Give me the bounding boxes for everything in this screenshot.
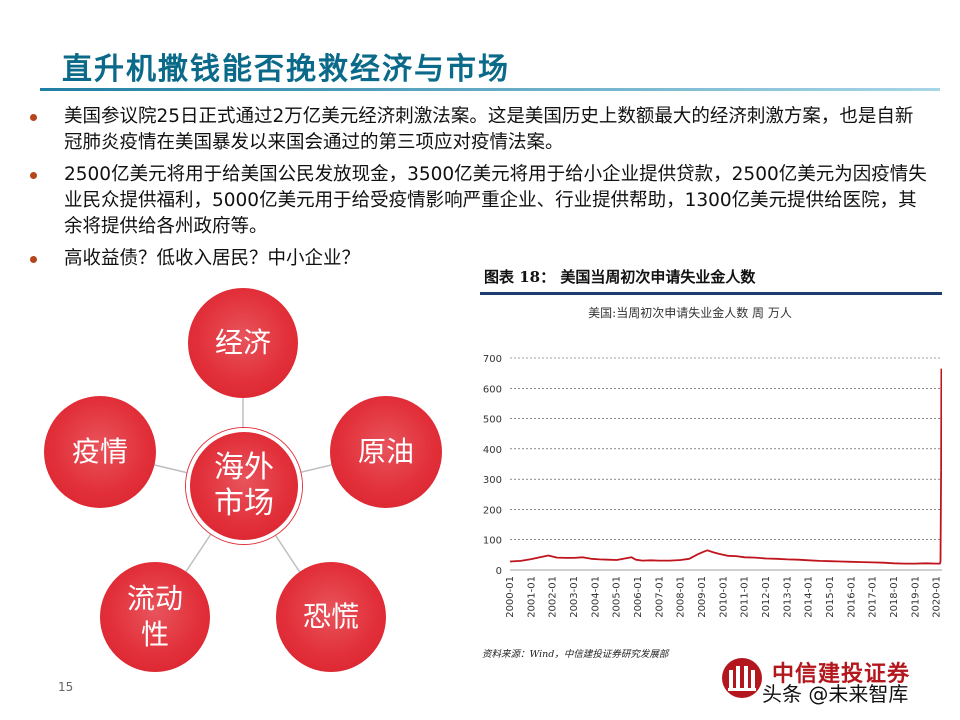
node-label: 恐慌 [302,600,359,633]
watermark-text: 头条 @未来智库 [762,682,909,706]
jobless-claims-chart: 0 100 200 300 400 500 600 700 2000-01 2001-01 2002… [483,354,942,618]
bullet-dot-icon [30,256,37,263]
chart-subtitle: 美国:当周初次申请失业金人数 周 万人 [588,306,792,320]
bullet-dot-icon [30,172,37,179]
x-tick-label: 2006-01 [633,576,644,618]
x-tick-label: 2000-01 [505,576,516,618]
x-tick-label: 2002-01 [548,576,559,618]
x-tick-label: 2004-01 [590,576,601,618]
x-tick-label: 2015-01 [825,576,836,618]
x-tick-label: 2005-01 [612,576,623,618]
x-tick-label: 2010-01 [718,576,729,618]
x-tick-label: 2016-01 [846,576,857,618]
node-epidemic: 疫情 [44,396,156,508]
x-tick-label: 2009-01 [697,576,708,618]
x-tick-label: 2017-01 [868,576,879,618]
chart-source: 资料来源：Wind，中信建投证券研究发展部 [482,649,669,660]
chart-panel: 图表 18： 美国当周初次申请失业金人数 美国:当周初次申请失业金人数 周 万人… [480,262,942,672]
y-tick-label: 500 [483,415,502,426]
company-logo: 中信建投证券 头条 @未来智库 [720,652,950,712]
x-tick-label: 2014-01 [804,576,815,618]
slide-title: 直升机撒钱能否挽救经济与市场 [62,52,510,87]
title-underline [40,88,940,91]
chart-title-rule [480,292,942,295]
bullet-item: 美国参议院25日正式通过2万亿美元经济刺激法案。这是美国历史上数额最大的经济刺激… [30,104,930,156]
y-tick-label: 400 [483,445,502,456]
y-tick-label: 0 [496,566,502,577]
page-number: 15 [58,680,74,694]
x-tick-label: 2019-01 [910,576,921,618]
x-tick-label: 2008-01 [676,576,687,618]
node-label: 疫情 [71,435,128,468]
bullet-text: 高收益债？低收入居民？中小企业？ [64,248,361,269]
node-label: 原油 [357,435,414,468]
factor-diagram: 经济 原油 恐慌 流动 性 疫情 海外 市场 [40,288,460,680]
x-tick-label: 2018-01 [889,576,900,618]
x-tick-label: 2012-01 [761,576,772,618]
x-tick-label: 2020-01 [932,576,942,618]
node-label: 经济 [214,326,271,359]
y-tick-label: 600 [483,384,502,395]
citic-logo-icon [722,658,762,698]
bullet-text: 美国参议院25日正式通过2万亿美元经济刺激法案。这是美国历史上数额最大的经济刺激… [64,106,914,153]
x-tick-label: 2013-01 [782,576,793,618]
y-tick-label: 700 [483,354,502,365]
node-overseas-market: 海外 市场 [186,428,302,544]
chart-title: 图表 18： 美国当周初次申请失业金人数 [484,268,756,286]
bullet-item: 高收益债？低收入居民？中小企业？ [30,246,930,272]
company-name: 中信建投证券 [772,661,911,687]
node-oil: 原油 [330,396,442,508]
node-economy: 经济 [188,288,298,398]
bullet-dot-icon [30,114,37,121]
x-tick-label: 2003-01 [569,576,580,618]
x-tick-label: 2011-01 [740,576,751,618]
x-tick-label: 2007-01 [654,576,665,618]
bullet-item: 2500亿美元将用于给美国公民发放现金，3500亿美元将用于给小企业提供贷款，2… [30,162,930,240]
x-tick-label: 2001-01 [526,576,537,618]
series-line [509,470,942,565]
bullet-text: 2500亿美元将用于给美国公民发放现金，3500亿美元将用于给小企业提供贷款，2… [64,164,927,237]
y-tick-label: 200 [483,505,502,516]
node-panic: 恐慌 [276,562,386,672]
node-liquidity: 流动 性 [100,562,210,672]
y-tick-label: 100 [483,536,502,547]
node-label: 海外 市场 [214,450,274,521]
bullet-list: 美国参议院25日正式通过2万亿美元经济刺激法案。这是美国历史上数额最大的经济刺激… [30,104,930,278]
y-tick-label: 300 [483,475,502,486]
node-label: 流动 性 [126,582,183,651]
